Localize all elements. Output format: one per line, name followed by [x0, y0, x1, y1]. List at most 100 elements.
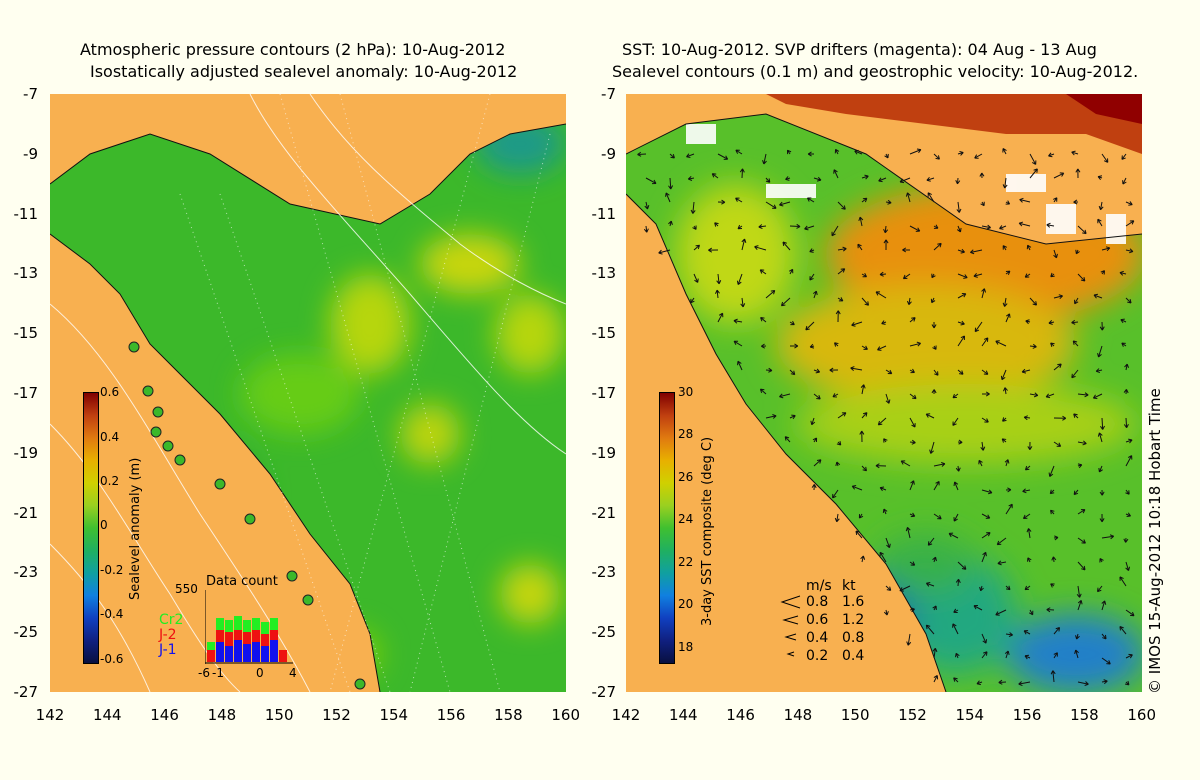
right-y-tick: -25 [591, 623, 617, 642]
velocity-vector [789, 369, 796, 376]
velocity-vector [883, 239, 889, 251]
left-title-line2: Isostatically adjusted sealevel anomaly:… [90, 62, 518, 81]
velocity-vector [807, 151, 815, 157]
sealevel-colorbar-tick: -0.4 [100, 607, 124, 621]
right-x-tick: 158 [1070, 706, 1099, 724]
velocity-vector [1050, 670, 1056, 683]
velocity-vector [690, 297, 695, 304]
velocity-vector [1002, 177, 1008, 189]
left-x-tick: 144 [92, 706, 122, 724]
velocity-vector [1097, 585, 1103, 593]
velocity-vector [981, 224, 991, 230]
velocity-vector [1074, 649, 1079, 659]
velocity-vector [925, 581, 935, 587]
velocity-vector [927, 537, 935, 546]
left-y-tick: -21 [13, 503, 39, 522]
velocity-vector [1095, 368, 1103, 374]
velocity-vector [909, 561, 916, 566]
left-y-tick: -13 [13, 264, 39, 283]
velocity-vector [785, 176, 791, 181]
velocity-vector [717, 199, 726, 205]
velocity-vector [877, 417, 887, 426]
velocity-vector [765, 414, 777, 419]
velocity-vector [957, 335, 966, 347]
velocity-vector [1046, 607, 1055, 613]
velocity-vector [733, 340, 743, 347]
velocity-legend-kt: 0.8 [842, 630, 865, 646]
velocity-vector [973, 273, 983, 278]
velocity-vector [1024, 465, 1031, 471]
velocity-vector [1053, 249, 1058, 259]
velocity-vector [741, 238, 747, 251]
velocity-vector [981, 651, 988, 659]
right-x-tick: 144 [668, 706, 698, 724]
velocity-vector [932, 605, 937, 611]
velocity-vector [831, 225, 839, 237]
velocity-vector [948, 532, 959, 539]
velocity-vector [953, 513, 959, 522]
inset-series-label: J-1 [159, 642, 177, 658]
inset-x-tick: -1 [212, 666, 224, 680]
velocity-vector [861, 345, 868, 350]
velocity-vector [952, 623, 959, 635]
velocity-vector [813, 393, 821, 400]
velocity-vector [760, 343, 767, 349]
velocity-vector [906, 633, 912, 646]
velocity-vector [1099, 513, 1105, 523]
inset-histogram [204, 590, 293, 664]
velocity-vector [1046, 222, 1055, 228]
velocity-vector [974, 321, 983, 333]
right-x-tick: 142 [611, 706, 641, 724]
left-x-tick: 148 [207, 706, 237, 724]
velocity-vector [909, 393, 917, 400]
velocity-vector [931, 321, 937, 329]
velocity-vector [1005, 632, 1013, 638]
right-x-tick: 154 [955, 706, 985, 724]
velocity-vector [832, 393, 839, 398]
velocity-vector [690, 201, 696, 214]
velocity-vector [1053, 363, 1062, 371]
velocity-vector [1077, 440, 1087, 446]
sealevel-colorbar-tick: -0.2 [100, 563, 124, 577]
velocity-vector [829, 367, 839, 373]
inset-x-tick: 4 [289, 666, 297, 680]
velocity-vector [1048, 465, 1055, 477]
velocity-vector [717, 312, 724, 323]
sst-map[interactable] [626, 94, 1142, 692]
left-y-tick: -25 [13, 623, 39, 642]
velocity-vector [1053, 627, 1061, 635]
right-y-tick: -13 [591, 264, 617, 283]
velocity-vector [1101, 633, 1107, 640]
velocity-legend-arrows [780, 594, 804, 664]
velocity-vector [837, 201, 846, 210]
velocity-vector [1119, 576, 1127, 587]
velocity-legend-ms: 0.6 [806, 612, 829, 628]
velocity-vector [981, 391, 990, 397]
velocity-vector [687, 176, 695, 181]
velocity-vector [1125, 561, 1131, 571]
velocity-legend-ms: 0.8 [806, 594, 829, 610]
velocity-legend-kt: 1.6 [842, 594, 865, 610]
velocity-vector [754, 245, 767, 251]
velocity-vector [1077, 225, 1087, 235]
velocity-vector [1075, 168, 1081, 179]
velocity-vector [885, 585, 892, 591]
sealevel-anomaly-map[interactable] [50, 94, 566, 692]
velocity-vector [854, 149, 863, 155]
velocity-vector [809, 343, 815, 349]
left-x-tick: 150 [264, 706, 294, 724]
left-y-tick: -11 [13, 204, 39, 223]
velocity-vector [1045, 393, 1055, 399]
left-x-tick: 160 [551, 706, 580, 724]
velocity-vector [780, 297, 791, 307]
velocity-vector [1092, 393, 1103, 400]
sealevel-colorbar-tick: 0 [100, 518, 108, 532]
velocity-vector [1123, 537, 1129, 543]
velocity-vector [1000, 369, 1007, 381]
inset-x-tick: 0 [256, 666, 264, 680]
velocity-vector [909, 439, 916, 445]
velocity-vector [981, 337, 989, 347]
velocity-vector [999, 225, 1007, 230]
velocity-vector [1071, 150, 1079, 156]
velocity-vector [931, 273, 936, 279]
